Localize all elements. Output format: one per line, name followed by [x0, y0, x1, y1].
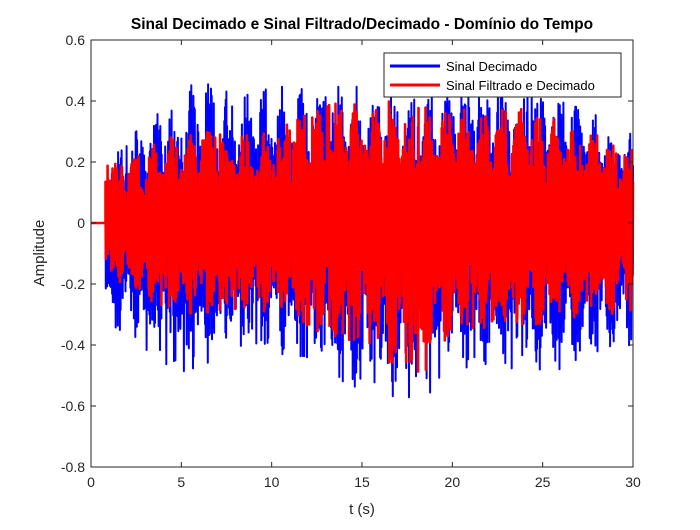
legend: Sinal Decimado Sinal Filtrado e Decimado: [383, 52, 622, 98]
y-tick-label: -0.2: [61, 276, 85, 292]
y-tick-label: -0.8: [61, 459, 85, 475]
x-axis-label: t (s): [349, 501, 375, 518]
x-tick-label: 0: [87, 474, 95, 490]
x-tick-label: 15: [354, 474, 370, 490]
y-tick-label: 0.4: [66, 93, 86, 109]
y-tick-label: 0.2: [66, 154, 86, 170]
x-tick-label: 30: [625, 474, 641, 490]
y-tick-label: 0: [77, 215, 85, 231]
legend-label-sinal-decimado: Sinal Decimado: [446, 59, 537, 74]
chart-title: Sinal Decimado e Sinal Filtrado/Decimado…: [131, 16, 593, 33]
x-tick-label: 25: [535, 474, 551, 490]
y-tick-label: 0.6: [66, 32, 86, 48]
x-tick-label: 5: [177, 474, 185, 490]
y-axis-label: Amplitude: [31, 220, 48, 287]
x-tick-label: 10: [264, 474, 280, 490]
x-tick-label: 20: [445, 474, 461, 490]
legend-box: [383, 52, 622, 98]
series-line-1: [91, 100, 635, 373]
y-tick-label: -0.6: [61, 398, 85, 414]
axes-layer: 0 5 10 15 20 25 30 0.6 0.4 0.2 0 -0.2 -0.4 -0.6 -0.8: [61, 32, 641, 490]
series-layer: [91, 82, 635, 399]
legend-label-sinal-filtrado: Sinal Filtrado e Decimado: [446, 78, 595, 93]
y-tick-label: -0.4: [61, 337, 85, 353]
